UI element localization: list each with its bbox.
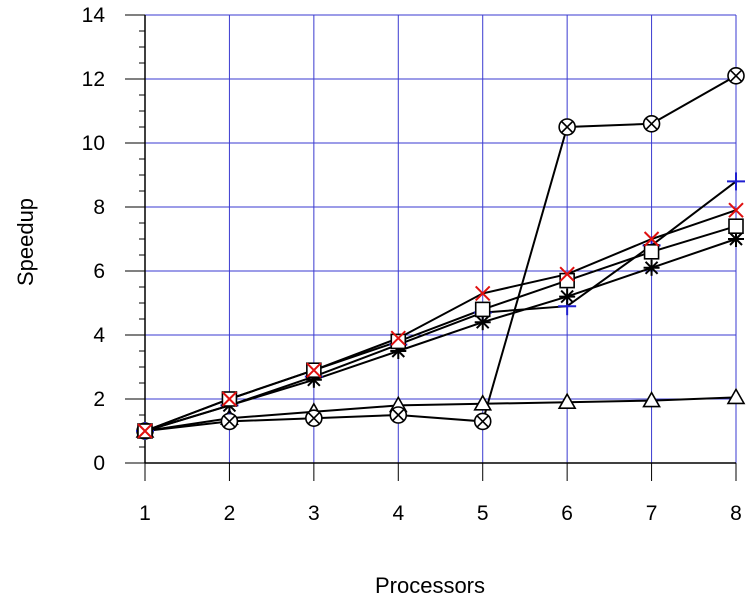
x-tick-label: 7 (646, 502, 658, 525)
series-line-asterisk (144, 238, 737, 432)
x-marker (390, 330, 406, 346)
asterisk-stroke (644, 261, 659, 275)
x-tick-label: 1 (139, 502, 151, 525)
asterisk-stroke (729, 232, 743, 246)
series-line-x (144, 209, 737, 432)
square-marker (728, 218, 744, 234)
x-axis-title: Processors (375, 573, 485, 598)
y-tick-label: 2 (93, 388, 105, 411)
series-line-triangle (144, 396, 737, 432)
circle-x-stroke (645, 117, 658, 130)
y-axis-title: Speedup (13, 198, 38, 286)
asterisk-marker (559, 288, 576, 305)
square-marker (390, 333, 407, 350)
x-tick-label: 5 (477, 502, 489, 525)
x-stroke (390, 330, 406, 346)
x-marker (728, 202, 744, 218)
circle-x-marker (389, 406, 408, 424)
series-line-circle-x (144, 74, 737, 432)
x-tick-label: 8 (730, 502, 742, 525)
series-markers (135, 67, 746, 440)
x-stroke (306, 362, 322, 378)
x-marker (221, 391, 238, 407)
x-stroke (728, 202, 744, 218)
x-marker (559, 266, 575, 282)
circle-x-stroke (561, 120, 574, 134)
square-marker (474, 301, 491, 318)
y-tick-label: 14 (82, 4, 106, 27)
x-marker (643, 231, 660, 247)
circle-x-marker (727, 67, 745, 85)
triangle-marker (557, 392, 577, 410)
plus-marker (727, 172, 745, 191)
axes (125, 14, 737, 481)
triangle-marker (642, 390, 661, 408)
x-tick-label: 4 (392, 502, 404, 525)
x-stroke (559, 266, 575, 282)
x-marker (475, 285, 491, 302)
x-marker (306, 362, 322, 378)
circle-x-marker (558, 118, 576, 136)
x-tick-label: 3 (308, 502, 320, 525)
x-tick-label: 6 (561, 502, 573, 525)
circle-x-stroke (476, 415, 489, 428)
asterisk-marker (643, 259, 660, 276)
circle-x-stroke (307, 412, 320, 425)
x-stroke (475, 285, 491, 302)
circle-x-marker (305, 409, 323, 428)
x-tick-label: 2 (224, 502, 236, 525)
y-tick-label: 12 (82, 68, 105, 91)
y-tick-label: 0 (93, 452, 105, 475)
square-marker (559, 272, 575, 289)
x-stroke (643, 231, 660, 247)
y-tick-label: 8 (93, 196, 105, 219)
x-stroke (221, 391, 238, 407)
circle-x-marker (473, 412, 492, 431)
y-tick-label: 4 (93, 324, 105, 347)
x-marker (137, 423, 153, 439)
circle-x-stroke (729, 69, 743, 82)
y-tick-label: 10 (82, 132, 105, 155)
series-lines (144, 74, 737, 432)
triangle-marker (726, 387, 746, 405)
asterisk-stroke (476, 315, 490, 329)
asterisk-stroke (560, 289, 574, 304)
circle-x-stroke (223, 415, 236, 428)
y-tick-label: 6 (93, 260, 105, 283)
square-marker (643, 244, 660, 260)
x-stroke (137, 423, 153, 439)
circle-x-stroke (392, 408, 405, 422)
circle-x-marker (220, 412, 239, 431)
circle-x-marker (642, 115, 661, 133)
triangle-marker (473, 394, 493, 411)
